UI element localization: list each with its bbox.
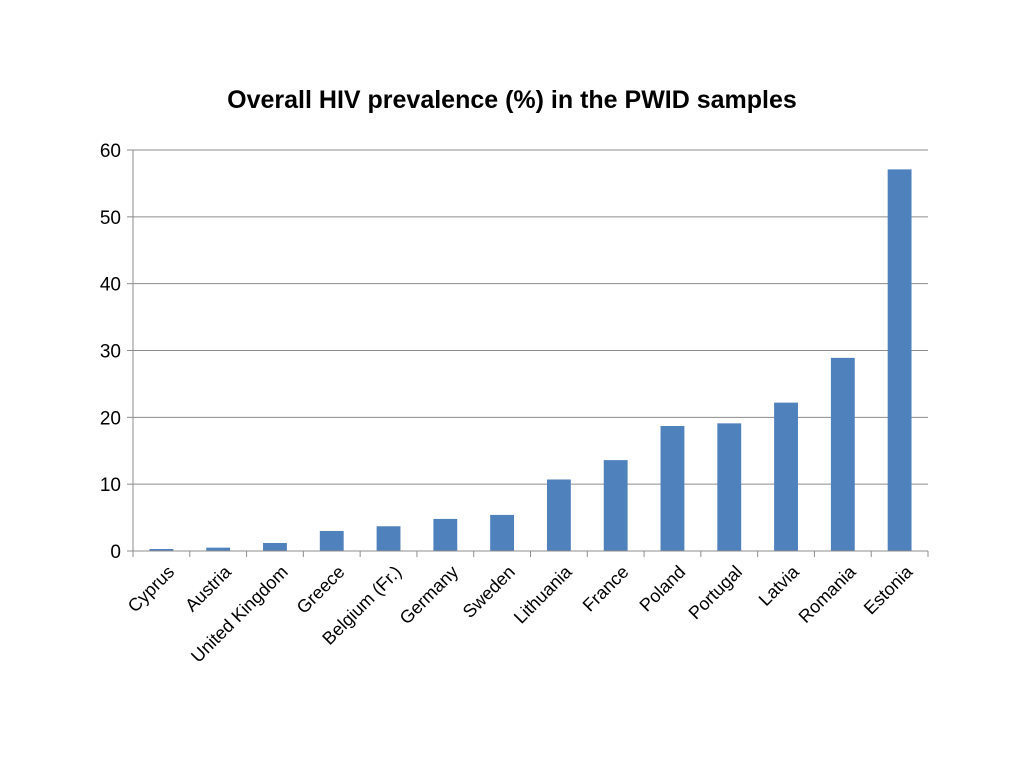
x-category-label: Germany <box>396 562 462 628</box>
y-tick-label: 30 <box>100 342 121 363</box>
bar <box>319 530 344 551</box>
x-category-label: France <box>579 562 633 616</box>
bar <box>433 518 458 551</box>
bar <box>206 547 231 551</box>
bar <box>603 460 628 551</box>
y-tick-label: 50 <box>100 208 121 229</box>
x-category-label: Romania <box>795 561 861 627</box>
bar <box>546 479 571 551</box>
x-category-label: Lithuania <box>510 561 577 628</box>
y-tick-label: 60 <box>100 141 121 162</box>
bar <box>149 548 174 551</box>
x-category-label: United Kingdom <box>187 562 292 667</box>
x-category-label: Cyprus <box>124 562 178 616</box>
x-category-label: Greece <box>293 562 349 618</box>
x-category-label: Latvia <box>755 561 804 610</box>
bar <box>830 357 855 551</box>
x-category-label: Portugal <box>685 562 747 624</box>
y-tick-label: 20 <box>100 408 121 429</box>
y-tick-label: 40 <box>100 275 121 296</box>
x-category-label: Estonia <box>860 561 917 618</box>
y-tick-label: 10 <box>100 475 121 496</box>
bar <box>490 514 515 551</box>
bar <box>717 423 742 551</box>
bar <box>376 526 401 551</box>
bar <box>660 426 685 551</box>
bar <box>263 542 287 551</box>
bar <box>774 402 798 551</box>
bars-layer <box>149 169 912 552</box>
bar <box>887 169 912 552</box>
y-tick-label: 0 <box>110 542 121 563</box>
x-category-label: Austria <box>181 561 235 615</box>
chart-title: Overall HIV prevalence (%) in the PWID s… <box>227 86 797 114</box>
x-category-label: Poland <box>636 562 690 616</box>
axis-layer <box>127 149 929 557</box>
grid-layer <box>133 149 928 485</box>
